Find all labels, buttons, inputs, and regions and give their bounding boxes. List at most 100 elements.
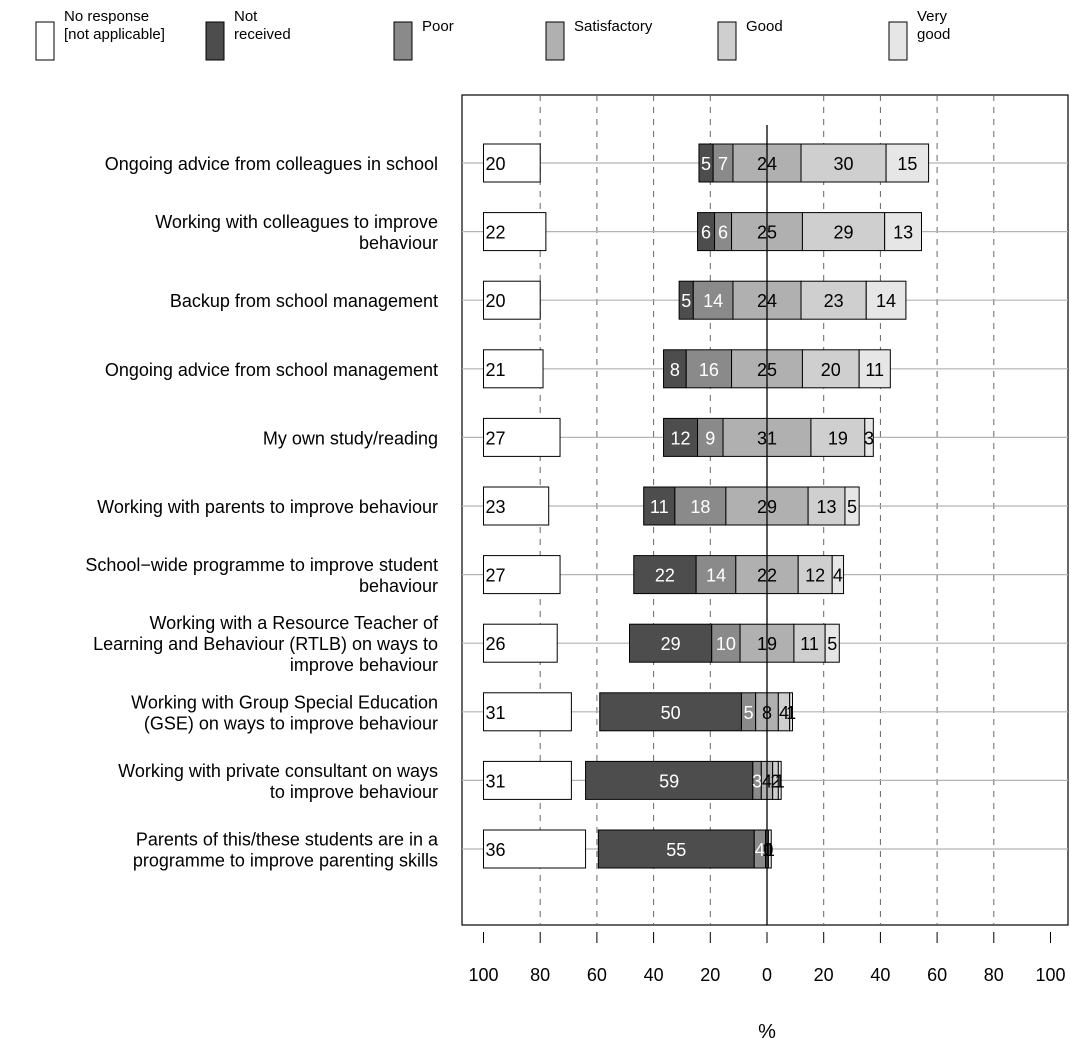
category-label: Ongoing advice from colleagues in school xyxy=(105,154,438,174)
bar-label: 4 xyxy=(833,566,843,586)
bar-segment xyxy=(800,143,887,183)
bar-segment xyxy=(585,760,754,800)
bar-label: 55 xyxy=(666,840,686,860)
x-tick-label: 60 xyxy=(927,965,947,985)
bar-label-no-response: 31 xyxy=(486,771,506,791)
x-tick-label: 60 xyxy=(587,965,607,985)
bar-segment xyxy=(884,212,923,252)
category-label: School−wide programme to improve student xyxy=(85,555,438,575)
bar-label: 11 xyxy=(800,634,819,654)
bar-label-no-response: 36 xyxy=(486,840,506,860)
bar-label-no-response: 21 xyxy=(486,360,506,380)
legend-label: Poor xyxy=(422,18,454,35)
bar-label: 1 xyxy=(775,771,785,791)
bar-label: 29 xyxy=(661,634,681,654)
plot-frame xyxy=(461,94,1069,926)
bar-segment xyxy=(807,486,846,526)
bar-label-no-response: 20 xyxy=(486,291,506,311)
bar-label: 7 xyxy=(718,154,728,174)
bar-no-response xyxy=(483,143,541,183)
legend-label: Satisfactory xyxy=(574,18,653,35)
x-tick-label: 80 xyxy=(530,965,550,985)
bar-segment xyxy=(767,829,772,869)
category-label: Working with colleagues to improve xyxy=(155,212,438,232)
category-label: Working with Group Special Education xyxy=(131,692,438,712)
bar-label: 50 xyxy=(661,703,681,723)
bar-segment xyxy=(793,623,826,663)
bar-label-no-response: 22 xyxy=(486,223,506,243)
category-label: behaviour xyxy=(359,576,438,596)
bar-label: 2 xyxy=(770,771,780,791)
legend-label: Not xyxy=(234,8,258,25)
category-label: programme to improve parenting skills xyxy=(133,851,438,871)
bar-segment xyxy=(711,623,741,663)
bar-label: 3 xyxy=(864,428,874,448)
bar-no-response xyxy=(483,555,561,595)
bar-segment xyxy=(885,143,930,183)
bar-label: 6 xyxy=(701,223,711,243)
x-axis: 100 80 60 40 20 0 20 40 60 80 100 xyxy=(468,932,1066,985)
bar-segment xyxy=(692,280,734,320)
bar-segment xyxy=(797,555,833,595)
category-label: My own study/reading xyxy=(263,428,438,448)
legend-swatch-0 xyxy=(35,21,55,61)
bar-segment xyxy=(858,349,891,389)
category-label: Parents of this/these students are in a xyxy=(136,830,439,850)
bar-segment xyxy=(801,212,886,252)
bar-label: 14 xyxy=(876,291,896,311)
bar-segment xyxy=(695,555,737,595)
bar-label: 23 xyxy=(824,291,844,311)
legend-swatch-4 xyxy=(717,21,737,61)
bar-label: 16 xyxy=(699,360,719,380)
bar-label: 5 xyxy=(827,634,837,654)
category-label: behaviour xyxy=(359,233,438,253)
bar-label: 12 xyxy=(805,566,825,586)
bar-label-no-response: 31 xyxy=(486,703,506,723)
legend-swatch-5 xyxy=(888,21,908,61)
bar-segment xyxy=(629,623,713,663)
bar-label: 59 xyxy=(659,771,679,791)
x-tick-label: 0 xyxy=(762,965,772,985)
row: Ongoing advice from colleagues in school… xyxy=(105,143,1068,183)
bar-label: 10 xyxy=(716,634,736,654)
bar-label: 5 xyxy=(744,703,754,723)
category-label: Working with private consultant on ways xyxy=(118,761,438,781)
category-label: to improve behaviour xyxy=(270,782,438,802)
x-tick-label: 100 xyxy=(468,965,498,985)
row: Working with private consultant on wayst… xyxy=(118,760,1068,802)
legend-label: No response xyxy=(64,8,149,25)
bar-label: 18 xyxy=(690,497,710,517)
bar-label: 19 xyxy=(828,428,848,448)
category-label: Learning and Behaviour (RTLB) on ways to xyxy=(93,634,438,654)
legend-swatch-1 xyxy=(205,21,225,61)
bar-label: 5 xyxy=(847,497,857,517)
rows: Ongoing advice from colleagues in school… xyxy=(85,143,1068,871)
bar-label: 30 xyxy=(834,154,854,174)
category-label: (GSE) on ways to improve behaviour xyxy=(144,713,438,733)
bar-label: 8 xyxy=(670,360,680,380)
category-label: improve behaviour xyxy=(290,655,438,675)
x-tick-label: 80 xyxy=(984,965,1004,985)
x-tick-label: 40 xyxy=(644,965,664,985)
legend-swatch-3 xyxy=(545,21,565,61)
row: School−wide programme to improve student… xyxy=(85,555,1068,596)
bar-label: 6 xyxy=(718,223,728,243)
legend-label: received xyxy=(234,26,291,43)
bar-label: 4 xyxy=(755,840,765,860)
bar-segment xyxy=(824,623,840,663)
bar-label-no-response: 27 xyxy=(486,428,506,448)
bar-no-response xyxy=(483,280,541,320)
bar-label: 3 xyxy=(752,771,762,791)
category-label: Working with a Resource Teacher of xyxy=(150,613,439,633)
row: Working with colleagues to improvebehavi… xyxy=(155,212,1068,253)
x-tick-label: 20 xyxy=(700,965,720,985)
bar-label-no-response: 27 xyxy=(486,566,506,586)
bar-segment xyxy=(685,349,733,389)
legend-label: Good xyxy=(746,18,783,35)
bar-no-response xyxy=(483,486,550,526)
bar-segment xyxy=(633,555,697,595)
bar-segment xyxy=(777,760,782,800)
bar-label: 13 xyxy=(817,497,837,517)
